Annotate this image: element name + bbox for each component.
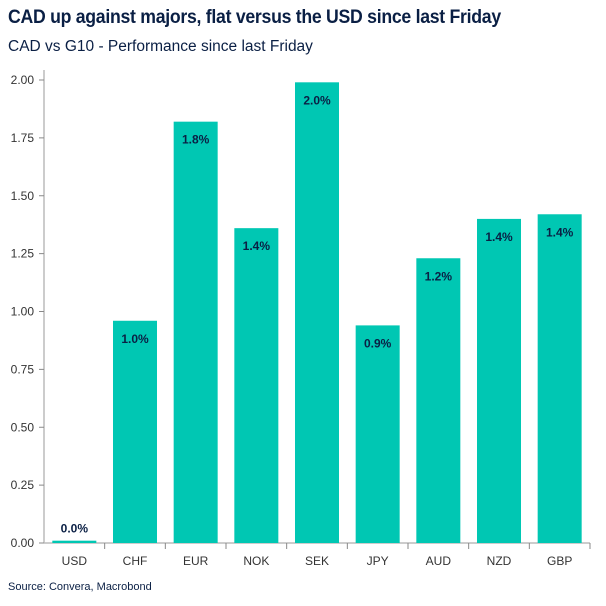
data-label: 1.4% [546,225,574,239]
x-tick-label: NZD [487,554,512,568]
data-label: 1.4% [485,230,513,244]
x-tick-label: JPY [367,554,389,568]
bar-nok [234,228,279,543]
data-label: 1.4% [243,239,271,253]
x-tick-label: GBP [547,554,572,568]
x-tick-label: EUR [183,554,209,568]
x-tick-label: SEK [305,554,329,568]
bar-eur [173,121,218,544]
data-label: 1.2% [425,269,453,283]
x-tick-label: AUD [426,554,452,568]
data-label: 1.8% [182,133,210,147]
bar-jpy [355,325,400,543]
y-tick-label: 0.25 [11,478,35,492]
source-note: Source: Convera, Macrobond [8,581,152,593]
chart-subtitle: CAD vs G10 - Performance since last Frid… [8,38,313,55]
bar-usd [52,540,97,543]
y-tick-label: 2.00 [11,73,35,87]
x-tick-label: CHF [123,554,148,568]
y-tick-label: 1.25 [11,247,35,261]
bar-gbp [537,214,582,543]
data-label: 2.0% [303,93,331,107]
chart-title: CAD up against majors, flat versus the U… [8,7,501,28]
data-label: 1.0% [121,332,149,346]
x-tick-label: NOK [243,554,269,568]
bar-nzd [477,218,521,543]
y-tick-label: 1.00 [11,305,35,319]
data-label: 0.9% [364,336,392,350]
y-tick-label: 1.50 [11,189,35,203]
y-tick-label: 0.75 [11,362,35,376]
y-tick-label: 0.50 [11,420,35,434]
bar-chf [113,320,157,543]
data-label: 0.0% [61,522,89,536]
y-tick-label: 0.00 [11,536,35,550]
bar-sek [295,82,339,543]
x-tick-label: USD [62,554,88,568]
bar-aud [416,258,461,543]
y-tick-label: 1.75 [11,131,35,145]
